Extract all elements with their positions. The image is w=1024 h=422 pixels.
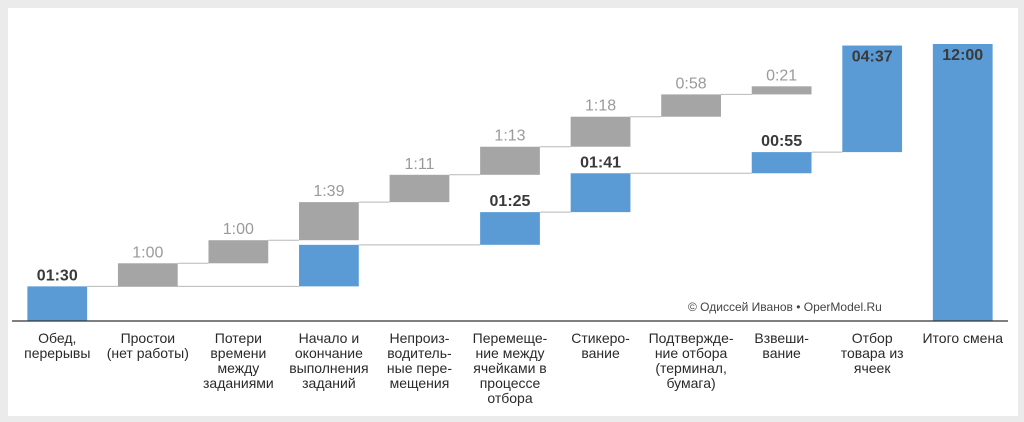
category-label: Подтвержде-ние отбора (терминал, бумага) xyxy=(649,330,734,391)
bar-gray xyxy=(208,240,269,264)
value-label-gray: 1:39 xyxy=(313,183,344,200)
category-label: Итого смена xyxy=(922,330,1003,346)
value-label-blue: 12:00 xyxy=(942,47,983,64)
value-label-gray: 1:18 xyxy=(585,98,616,115)
value-label-blue: 00:55 xyxy=(761,133,802,150)
credit-text: © Одиссей Иванов • OperModel.Ru xyxy=(688,300,882,314)
value-label-gray: 1:00 xyxy=(132,244,163,261)
category-label: Взвеши-вание xyxy=(754,330,809,361)
bar-blue xyxy=(480,212,540,245)
bar-gray xyxy=(299,202,359,241)
bar-blue xyxy=(27,286,88,321)
bar-gray xyxy=(117,263,178,287)
value-label-gray: 1:11 xyxy=(404,156,434,173)
value-label-gray: 1:00 xyxy=(223,221,254,238)
value-label-blue: 01:25 xyxy=(490,193,531,210)
value-label-blue: 04:37 xyxy=(852,49,893,66)
value-label-gray: 0:21 xyxy=(766,67,797,84)
value-label-blue: 01:41 xyxy=(580,154,621,171)
bar-gray xyxy=(570,116,631,147)
category-label: Непроиз-водитель-ные пере-мещения xyxy=(387,330,452,391)
bar-gray xyxy=(751,86,812,95)
category-label: Обед, перерывы xyxy=(24,330,90,361)
category-label: Начало и окончание выполнения заданий xyxy=(289,330,368,391)
bar-gray xyxy=(661,94,721,117)
bar-blue xyxy=(299,244,359,287)
bar-blue xyxy=(570,173,631,213)
value-label-blue: 01:30 xyxy=(37,267,78,284)
bar-blue xyxy=(751,152,812,174)
bar-gray xyxy=(389,174,450,203)
bar-gray xyxy=(480,146,540,175)
category-label: Потери времени между заданиями xyxy=(203,330,274,391)
bar-blue xyxy=(932,44,993,321)
value-label-gray: 1:13 xyxy=(494,128,525,145)
category-label: Стикеро-вание xyxy=(571,330,630,361)
chart-panel: 01:301:001:0001:481:391:1101:251:1301:41… xyxy=(8,8,1018,416)
category-label: Отбор товара из ячеек xyxy=(841,330,904,376)
category-label: Простои (нет работы) xyxy=(107,330,189,361)
waterfall-chart: 01:301:001:0001:481:391:1101:251:1301:41… xyxy=(12,44,1008,406)
category-label: Перемеще-ние между ячейками в процессе отбо… xyxy=(473,330,548,406)
value-label-gray: 0:58 xyxy=(676,75,707,92)
bar-blue xyxy=(842,45,903,153)
